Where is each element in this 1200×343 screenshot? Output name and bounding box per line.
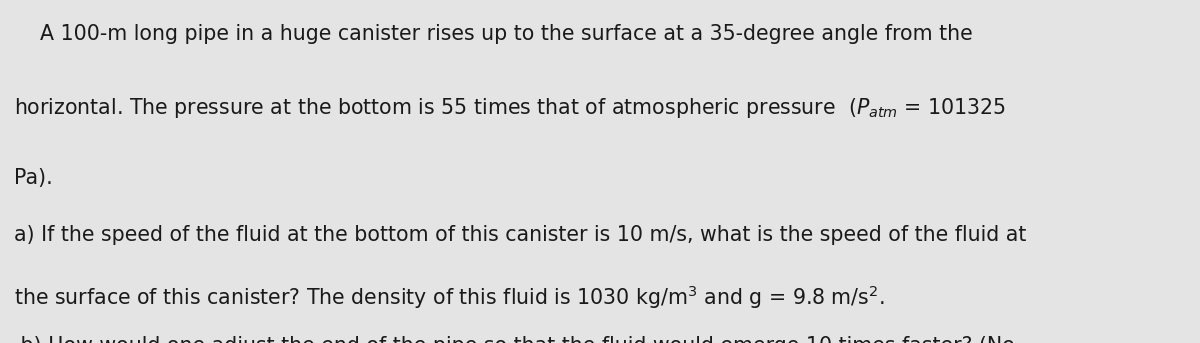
Text: a) If the speed of the fluid at the bottom of this canister is 10 m/s, what is t: a) If the speed of the fluid at the bott… [14, 225, 1027, 245]
Text: b) How would one adjust the end of the pipe so that the fluid would emerge 10 ti: b) How would one adjust the end of the p… [14, 336, 1015, 343]
Text: horizontal. The pressure at the bottom is 55 times that of atmospheric pressure : horizontal. The pressure at the bottom i… [14, 96, 1007, 120]
Text: the surface of this canister? The density of this fluid is 1030 kg/m$^{3}$ and g: the surface of this canister? The densit… [14, 283, 884, 310]
Text: Pa).: Pa). [14, 168, 53, 188]
Text: A 100-m long pipe in a huge canister rises up to the surface at a 35-degree angl: A 100-m long pipe in a huge canister ris… [14, 24, 973, 44]
